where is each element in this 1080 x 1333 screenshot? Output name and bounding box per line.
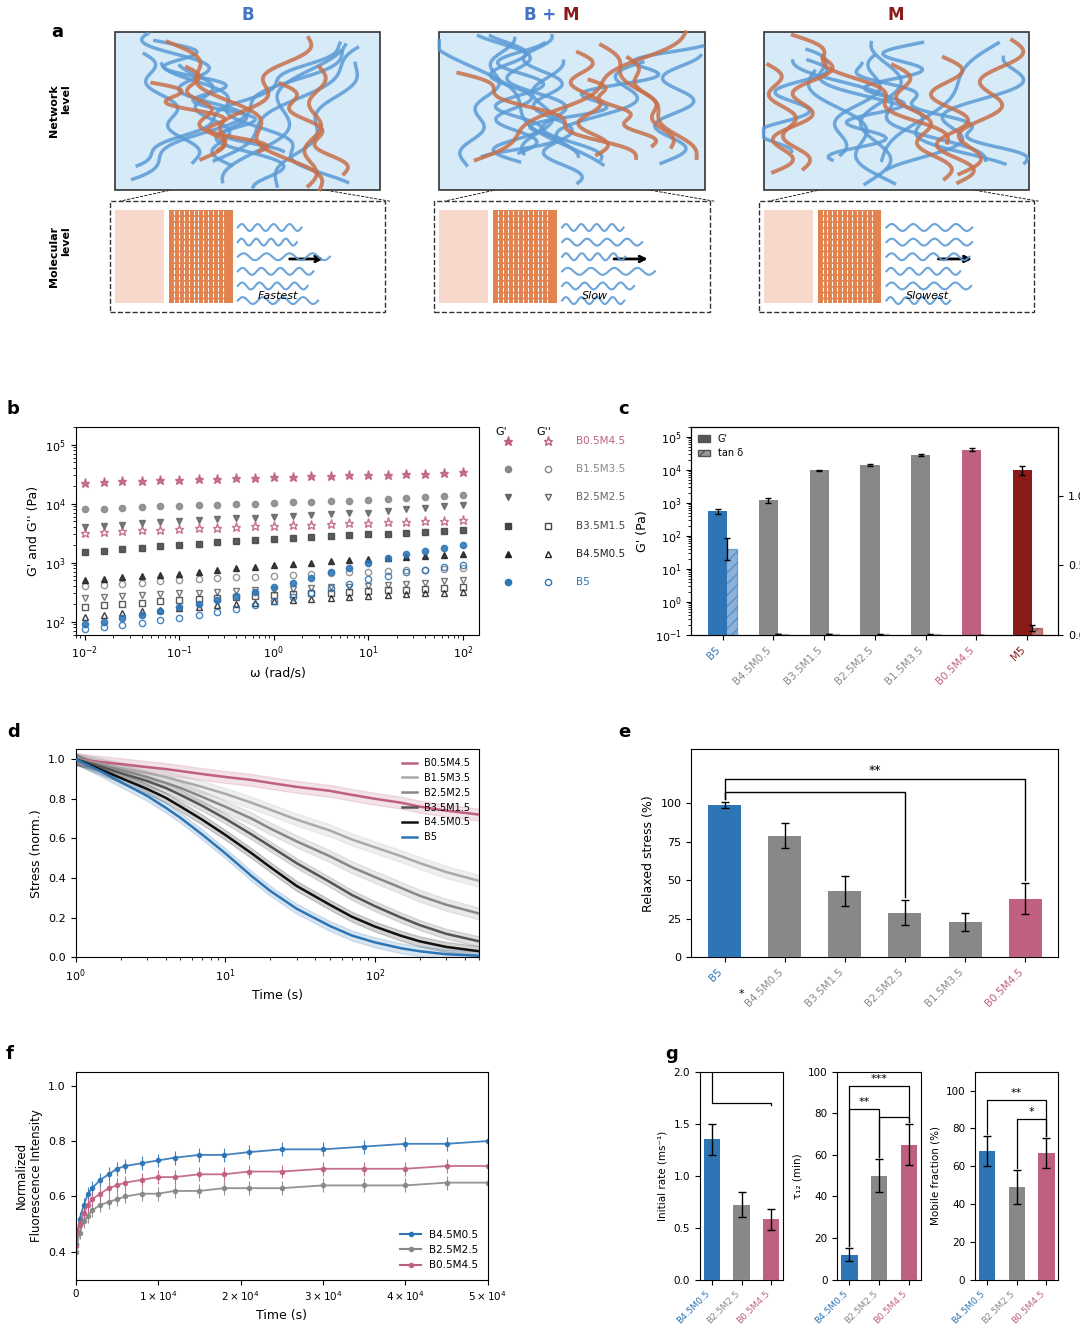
X-axis label: ω (rad/s): ω (rad/s)	[249, 666, 306, 680]
Text: Fastest: Fastest	[257, 291, 298, 300]
Text: Slowest: Slowest	[906, 291, 949, 300]
Text: c: c	[618, 400, 629, 419]
Bar	[870, 1176, 888, 1280]
FancyBboxPatch shape	[114, 32, 380, 189]
Text: a: a	[51, 23, 63, 41]
Text: d: d	[6, 722, 19, 741]
Text: ***: ***	[870, 1074, 888, 1084]
Bar	[1013, 469, 1032, 1333]
Bar	[704, 1140, 720, 1280]
Y-axis label: Mobile fraction (%): Mobile fraction (%)	[930, 1126, 940, 1225]
Text: B0.5M4.5: B0.5M4.5	[577, 436, 625, 447]
Text: Molecular
level: Molecular level	[49, 227, 70, 288]
Bar	[962, 449, 982, 1333]
FancyBboxPatch shape	[758, 201, 1034, 312]
Bar	[901, 1145, 917, 1280]
Text: B5: B5	[577, 577, 590, 587]
Text: G': G'	[496, 427, 508, 437]
Bar	[1023, 628, 1042, 635]
Bar	[841, 1254, 858, 1280]
Text: Network
level: Network level	[49, 84, 70, 137]
Text: Slow: Slow	[582, 291, 608, 300]
Text: g: g	[665, 1045, 677, 1064]
Bar	[733, 1205, 750, 1280]
Text: **: **	[1011, 1088, 1023, 1098]
FancyBboxPatch shape	[764, 32, 1029, 189]
FancyBboxPatch shape	[434, 201, 710, 312]
Y-axis label: Relaxed stress (%): Relaxed stress (%)	[643, 794, 656, 912]
Text: *: *	[1029, 1108, 1035, 1117]
Bar	[708, 805, 741, 957]
Y-axis label: Initial rate (ms⁻¹): Initial rate (ms⁻¹)	[658, 1130, 667, 1221]
Bar	[764, 211, 813, 304]
Bar	[1009, 1188, 1025, 1280]
Bar	[912, 455, 931, 1333]
Bar	[494, 211, 557, 304]
Bar	[759, 500, 778, 1333]
Bar	[818, 211, 881, 304]
Text: G'': G''	[536, 427, 551, 437]
Text: **: **	[859, 1097, 869, 1108]
Bar	[768, 836, 801, 957]
Bar	[764, 1220, 780, 1280]
Y-axis label: τ₁₂ (min): τ₁₂ (min)	[793, 1153, 802, 1198]
Text: B +: B +	[524, 7, 562, 24]
Text: b: b	[6, 400, 19, 419]
Text: B1.5M3.5: B1.5M3.5	[577, 464, 625, 475]
FancyBboxPatch shape	[110, 201, 386, 312]
Text: f: f	[5, 1045, 13, 1064]
Text: *: *	[739, 989, 744, 998]
Bar	[978, 1152, 995, 1280]
Text: B: B	[241, 7, 254, 24]
Bar	[861, 465, 880, 1333]
Text: B4.5M0.5: B4.5M0.5	[577, 549, 625, 559]
Legend: B4.5M0.5, B2.5M2.5, B0.5M4.5: B4.5M0.5, B2.5M2.5, B0.5M4.5	[396, 1226, 483, 1274]
Y-axis label: Normalized
Fluorescence Intensity: Normalized Fluorescence Intensity	[14, 1109, 42, 1242]
Bar	[440, 211, 488, 304]
Bar	[1038, 1153, 1054, 1280]
Bar	[114, 211, 164, 304]
Bar	[1009, 898, 1042, 957]
Y-axis label: Stress (norm.): Stress (norm.)	[29, 809, 42, 897]
Bar	[168, 211, 233, 304]
FancyBboxPatch shape	[440, 32, 704, 189]
Text: B3.5M1.5: B3.5M1.5	[577, 521, 625, 531]
Legend: G', tan δ: G', tan δ	[697, 432, 745, 460]
Bar	[718, 549, 737, 635]
Legend: B0.5M4.5, B1.5M3.5, B2.5M2.5, B3.5M1.5, B4.5M0.5, B5: B0.5M4.5, B1.5M3.5, B2.5M2.5, B3.5M1.5, …	[399, 754, 474, 846]
Text: e: e	[618, 722, 630, 741]
Text: **: **	[868, 764, 881, 777]
Text: M: M	[888, 7, 904, 24]
Bar	[708, 512, 727, 1333]
Bar	[948, 922, 982, 957]
Text: B2.5M2.5: B2.5M2.5	[577, 492, 625, 503]
Y-axis label: G' and G'' (Pa): G' and G'' (Pa)	[27, 485, 40, 576]
Text: M: M	[562, 7, 579, 24]
Y-axis label: G' (Pa): G' (Pa)	[636, 511, 649, 552]
Bar	[810, 471, 829, 1333]
X-axis label: Time (s): Time (s)	[256, 1309, 307, 1322]
Bar	[889, 913, 921, 957]
X-axis label: Time (s): Time (s)	[252, 989, 303, 1002]
Bar	[828, 890, 862, 957]
